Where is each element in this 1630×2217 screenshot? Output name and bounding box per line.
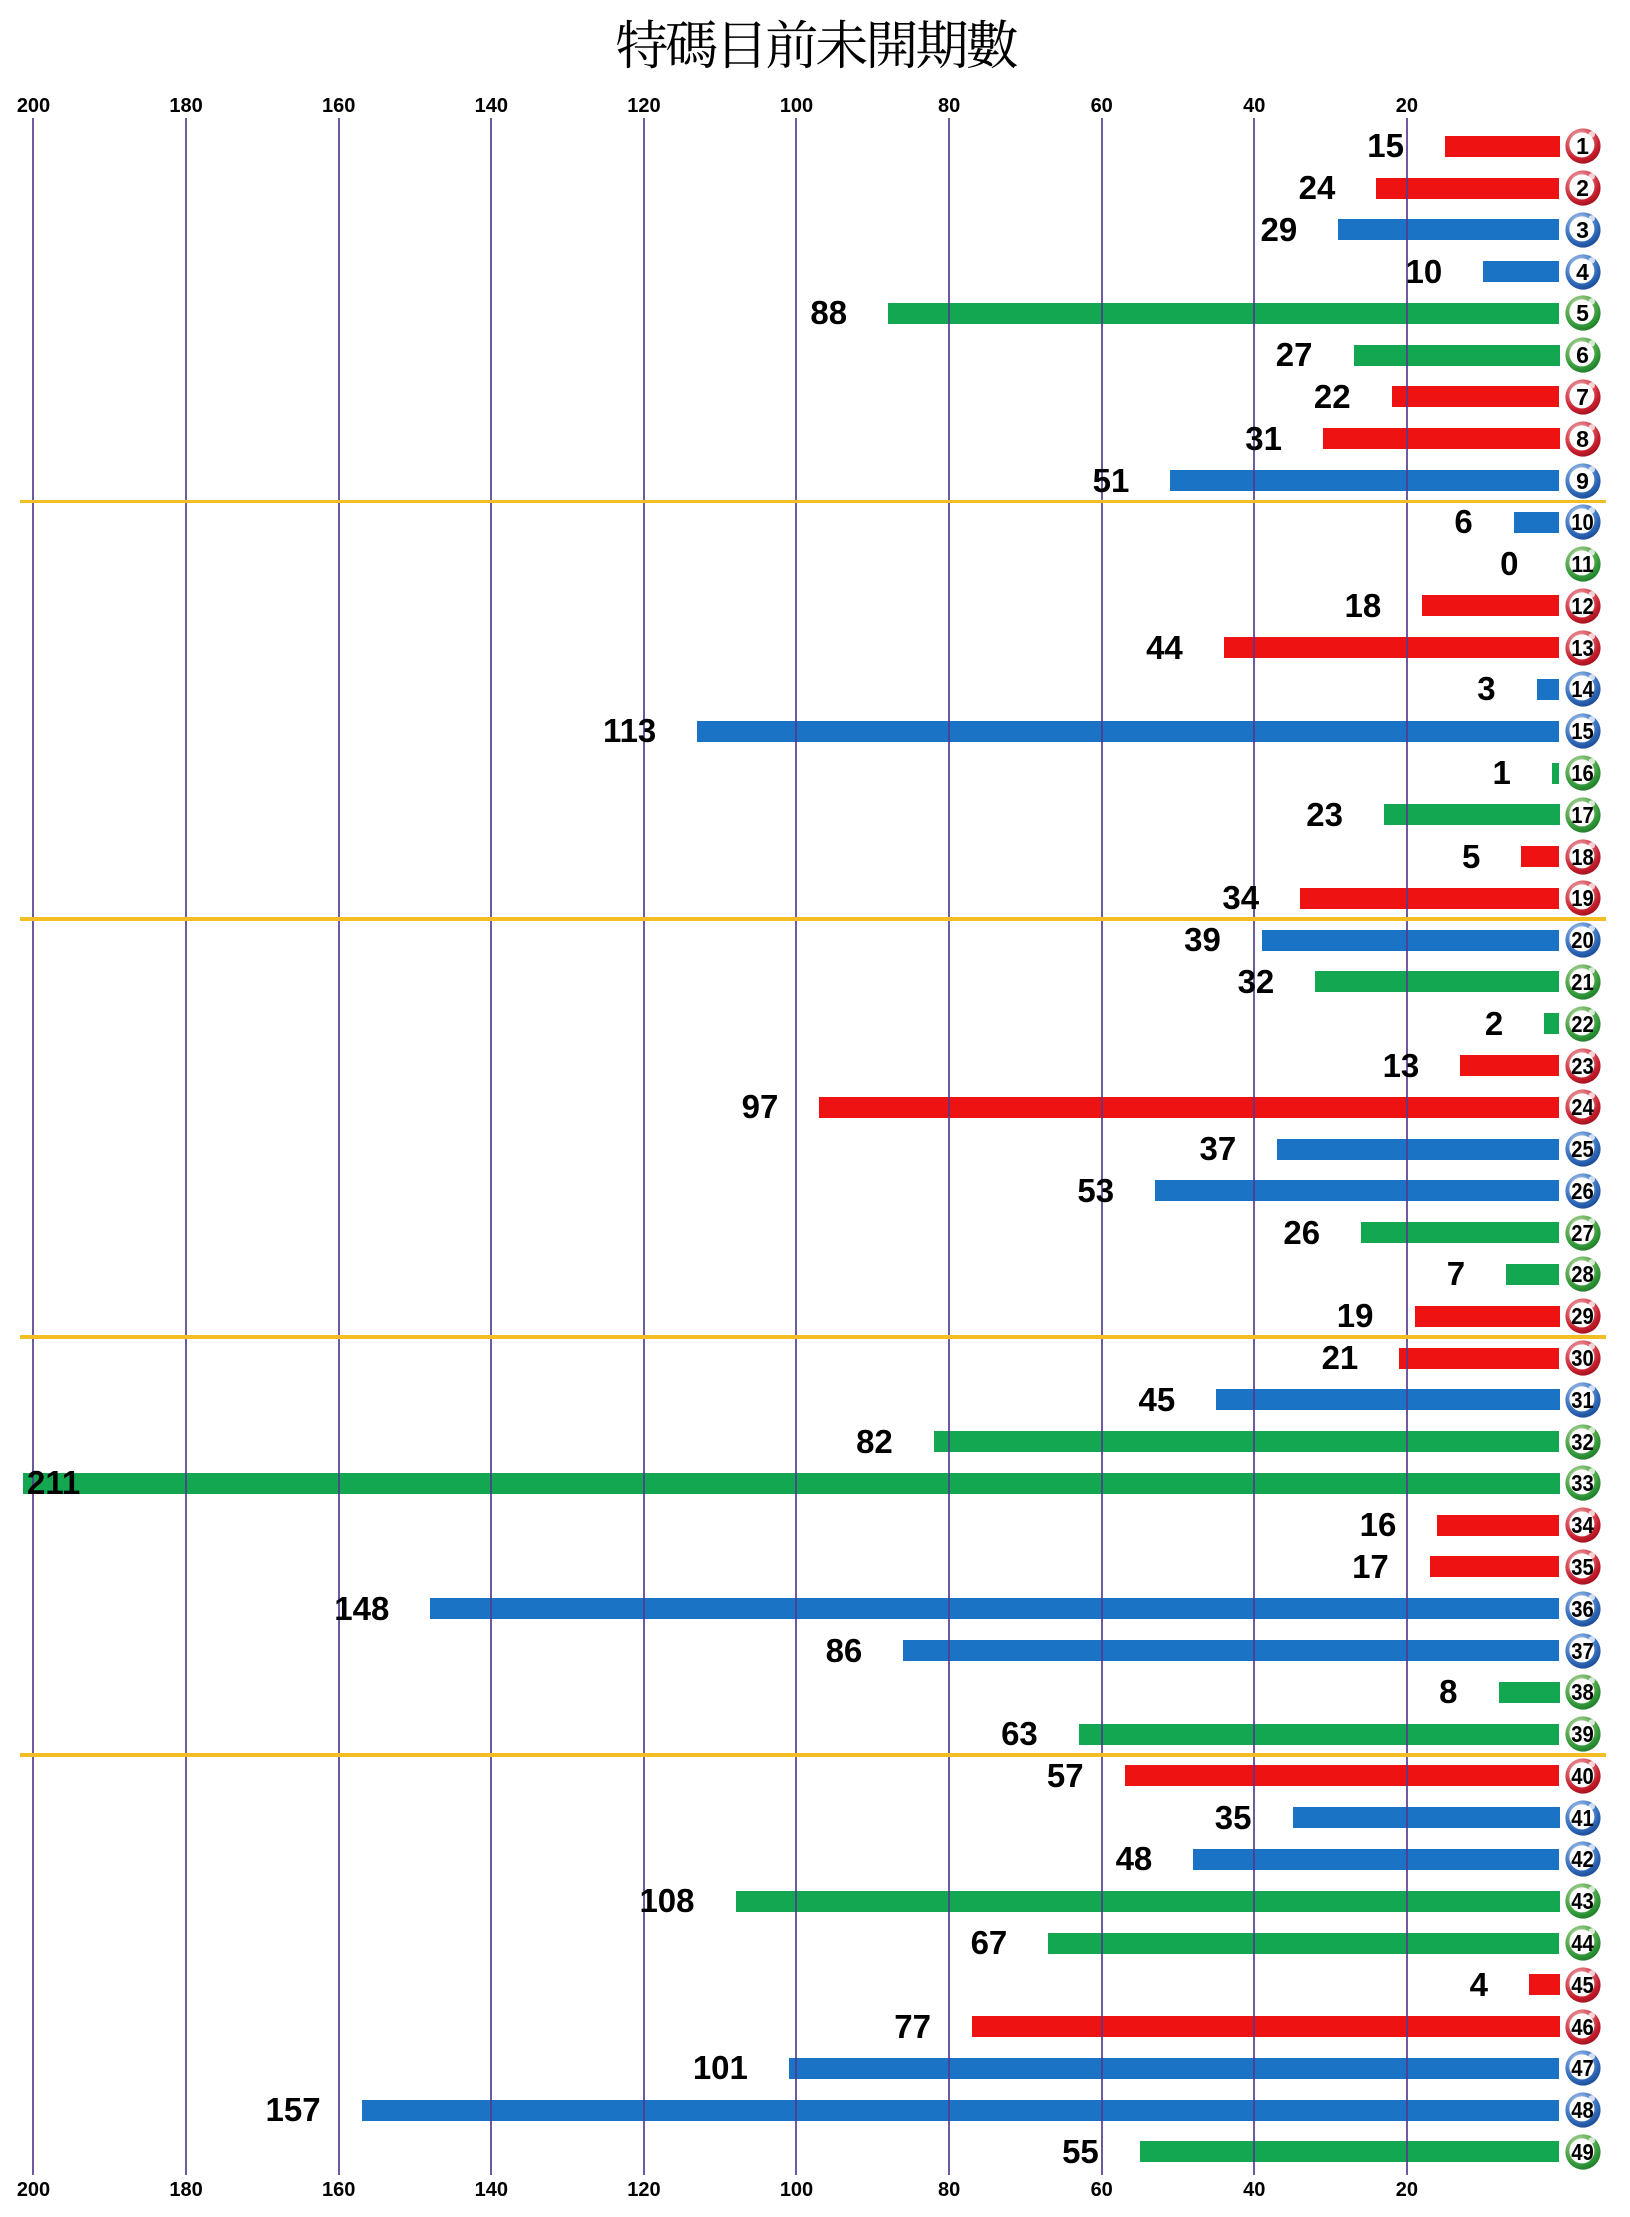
svg-text:11: 11 [1571, 551, 1594, 577]
svg-text:42: 42 [1571, 1847, 1594, 1873]
svg-text:10: 10 [1571, 509, 1594, 535]
svg-text:39: 39 [1571, 1721, 1594, 1747]
svg-text:28: 28 [1571, 1262, 1594, 1288]
svg-text:46: 46 [1571, 2014, 1594, 2040]
svg-text:15: 15 [1571, 718, 1594, 744]
svg-text:13: 13 [1571, 635, 1594, 661]
svg-text:14: 14 [1571, 677, 1594, 703]
svg-text:21: 21 [1571, 969, 1594, 995]
svg-text:25: 25 [1571, 1136, 1594, 1162]
svg-text:32: 32 [1571, 1429, 1594, 1455]
svg-text:1: 1 [1576, 133, 1589, 159]
svg-text:20: 20 [1571, 927, 1594, 953]
svg-text:41: 41 [1571, 1805, 1594, 1831]
svg-text:22: 22 [1571, 1011, 1594, 1037]
svg-text:31: 31 [1571, 1387, 1594, 1413]
svg-text:6: 6 [1576, 342, 1589, 368]
svg-text:19: 19 [1571, 885, 1594, 911]
svg-text:37: 37 [1571, 1638, 1594, 1664]
svg-text:29: 29 [1571, 1303, 1594, 1329]
svg-text:5: 5 [1576, 300, 1589, 326]
svg-text:23: 23 [1571, 1053, 1594, 1079]
svg-text:48: 48 [1571, 2097, 1594, 2123]
svg-text:9: 9 [1576, 468, 1589, 494]
svg-text:38: 38 [1571, 1679, 1594, 1705]
svg-text:27: 27 [1571, 1220, 1594, 1246]
svg-text:24: 24 [1571, 1094, 1594, 1120]
svg-text:26: 26 [1571, 1178, 1594, 1204]
svg-text:33: 33 [1571, 1470, 1594, 1496]
svg-text:3: 3 [1576, 217, 1589, 243]
svg-text:47: 47 [1571, 2055, 1594, 2081]
svg-text:43: 43 [1571, 1888, 1594, 1914]
svg-text:30: 30 [1571, 1345, 1594, 1371]
svg-text:34: 34 [1571, 1512, 1594, 1538]
svg-text:17: 17 [1571, 802, 1594, 828]
svg-text:44: 44 [1571, 1930, 1594, 1956]
svg-text:45: 45 [1571, 1972, 1594, 1998]
svg-text:8: 8 [1576, 426, 1589, 452]
svg-text:7: 7 [1576, 384, 1589, 410]
svg-text:35: 35 [1571, 1554, 1594, 1580]
svg-text:12: 12 [1571, 593, 1594, 619]
svg-text:4: 4 [1576, 259, 1589, 285]
svg-text:40: 40 [1571, 1763, 1594, 1789]
svg-text:18: 18 [1571, 844, 1594, 870]
svg-text:49: 49 [1571, 2139, 1594, 2165]
svg-text:36: 36 [1571, 1596, 1594, 1622]
svg-text:16: 16 [1571, 760, 1594, 786]
svg-text:2: 2 [1576, 175, 1589, 201]
